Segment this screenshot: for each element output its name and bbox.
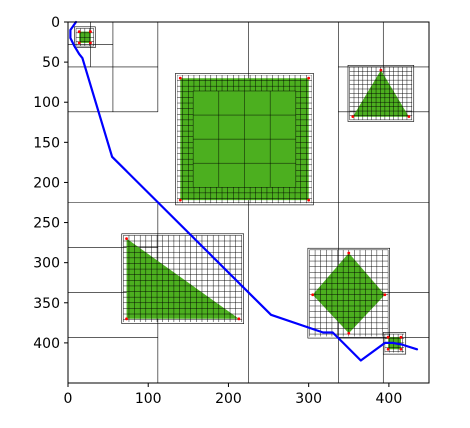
y-tick-label: 350 xyxy=(33,296,60,312)
path-line xyxy=(69,20,419,362)
x-tick-label: 300 xyxy=(295,391,322,407)
y-axis: 0 50 100 150 200 250 300 350 400 xyxy=(33,15,68,352)
corner-marker xyxy=(386,335,390,339)
corner-marker xyxy=(89,41,92,45)
corner-marker xyxy=(347,331,351,335)
corner-marker xyxy=(89,30,92,34)
y-tick-label: 250 xyxy=(33,216,60,232)
y-tick-label: 50 xyxy=(42,55,60,71)
refinement-region xyxy=(307,247,390,339)
fine-cells-diamond xyxy=(309,249,389,337)
corner-marker xyxy=(125,237,128,241)
x-tick-label: 100 xyxy=(135,391,162,407)
x-tick-label: 400 xyxy=(376,391,403,407)
x-tick-label: 0 xyxy=(64,391,73,407)
x-tick-label: 200 xyxy=(215,391,242,407)
y-tick-label: 150 xyxy=(33,135,60,151)
y-tick-label: 300 xyxy=(33,256,60,272)
refinement-region xyxy=(175,73,314,206)
corner-marker xyxy=(77,41,81,45)
fine-cells-triangle xyxy=(349,66,413,121)
corner-marker xyxy=(407,115,411,119)
corner-marker xyxy=(399,347,403,351)
corner-marker xyxy=(311,293,315,297)
corner-marker xyxy=(125,317,128,321)
refinement-region xyxy=(347,65,415,122)
corner-marker xyxy=(379,68,383,72)
corner-marker xyxy=(383,293,387,297)
corner-marker xyxy=(178,198,182,202)
corner-marker xyxy=(307,198,311,202)
planned-path xyxy=(69,20,419,362)
fine-cells-triangle xyxy=(123,235,243,323)
refinement-region xyxy=(121,233,244,324)
corner-marker xyxy=(178,76,182,80)
y-tick-label: 200 xyxy=(33,175,60,191)
refinement-region xyxy=(74,26,96,48)
x-axis: 0 100 200 300 400 xyxy=(64,383,403,407)
corner-marker xyxy=(307,76,311,80)
corner-marker xyxy=(351,115,355,119)
corner-marker xyxy=(399,335,403,339)
obstacle-corner-markers xyxy=(77,30,411,351)
corner-marker xyxy=(386,347,390,351)
y-tick-label: 100 xyxy=(33,95,60,111)
y-tick-label: 400 xyxy=(33,336,60,352)
obstacle-triangle xyxy=(126,238,239,319)
corner-marker xyxy=(347,251,351,255)
corner-marker xyxy=(77,30,81,34)
corner-marker xyxy=(237,317,241,321)
axes-frame xyxy=(67,21,430,384)
plot-area xyxy=(67,20,430,384)
y-tick-label: 0 xyxy=(51,15,60,31)
